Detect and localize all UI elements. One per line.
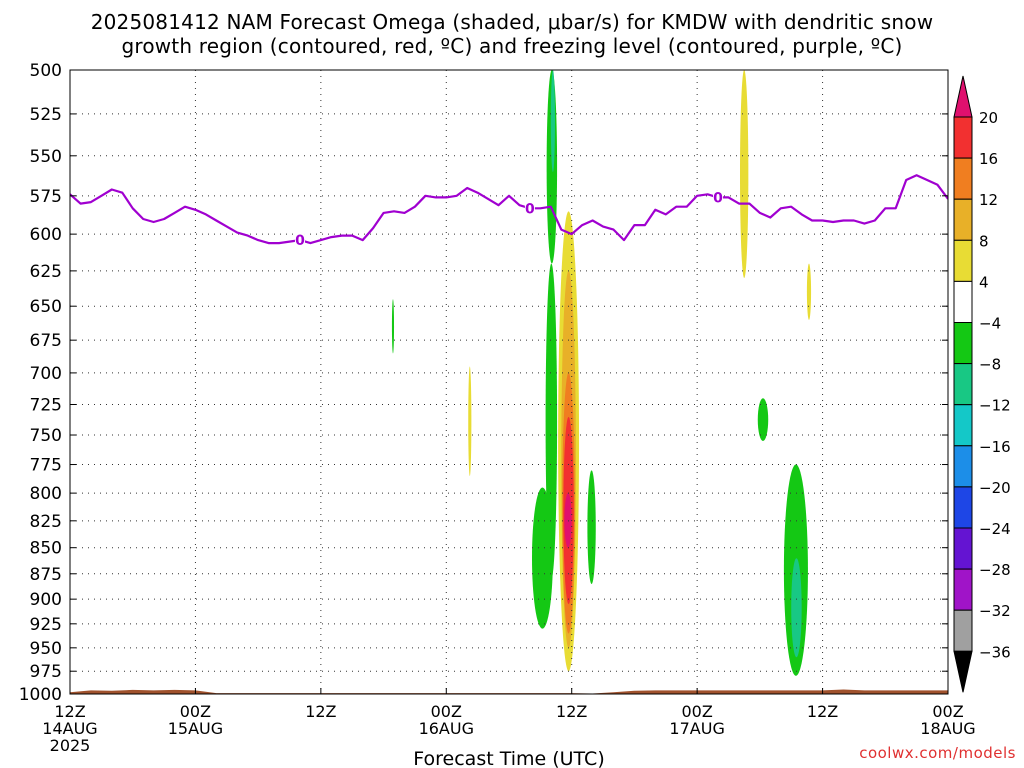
colorbar-label: −32 <box>979 602 1011 620</box>
freezing-level-label-bg <box>713 189 724 204</box>
terrain <box>70 689 948 694</box>
x-tick-label: 17AUG <box>669 719 724 738</box>
omega-region-3 <box>545 263 558 579</box>
x-tick-label: 15AUG <box>168 719 223 738</box>
colorbar-label: 4 <box>979 273 989 291</box>
x-tick-label: 12Z <box>54 702 85 721</box>
omega-region-14 <box>468 366 472 477</box>
y-tick-label: 550 <box>30 147 62 167</box>
omega-region-1 <box>550 70 555 173</box>
omega-region-6 <box>757 398 769 441</box>
x-tick-label: 00Z <box>431 702 462 721</box>
credit-text: coolwx.com/models <box>859 744 1016 762</box>
y-tick-label: 575 <box>30 187 62 207</box>
y-axis: 500 525 550 575 600 625 650 675 700 725 750 775 800 8… <box>19 61 948 705</box>
y-tick-label: 950 <box>30 639 62 659</box>
colorbar: 20 16 12 8 4 −4 −8 −12 −16 −20 −24 −28 −32 −36 <box>953 75 1011 693</box>
freezing-level-label: 0 <box>713 190 723 206</box>
omega-region-16 <box>806 263 812 320</box>
x-tick-label: 2025 <box>50 736 91 755</box>
terrain-fill <box>70 689 948 694</box>
colorbar-label: 20 <box>979 109 998 127</box>
y-tick-label: 825 <box>30 512 62 532</box>
colorbar-label: −16 <box>979 438 1011 456</box>
colorbar-label: −28 <box>979 561 1011 579</box>
freezing-level-label: 0 <box>525 201 535 217</box>
colorbar-label: 8 <box>979 232 989 250</box>
colorbar-top-triangle <box>953 75 973 118</box>
y-tick-label: 675 <box>30 331 62 351</box>
freezing-level: 0 0 0 <box>70 174 948 249</box>
x-tick-label: 18AUG <box>920 719 975 738</box>
y-tick-label: 975 <box>30 662 62 682</box>
omega-region-5 <box>391 299 395 354</box>
colorbar-label: −4 <box>979 315 1001 333</box>
colorbar-label: −12 <box>979 397 1011 415</box>
x-tick-label: 12Z <box>305 702 336 721</box>
y-tick-label: 750 <box>30 426 62 446</box>
colorbar-swatch <box>953 322 973 365</box>
x-tick-label: 00Z <box>681 702 712 721</box>
colorbar-swatch <box>953 280 973 323</box>
chart-title: 2025081412 NAM Forecast Omega (shaded, μ… <box>90 10 934 34</box>
y-tick-label: 525 <box>30 105 62 125</box>
grid-lines <box>70 70 948 694</box>
chart-subtitle: growth region (contoured, red, ºC) and f… <box>121 34 903 58</box>
freezing-level-label-bg <box>294 232 305 247</box>
y-tick-label: 900 <box>30 590 62 610</box>
y-tick-label: 500 <box>30 61 62 81</box>
y-tick-label: 700 <box>30 364 62 384</box>
omega-region-4 <box>587 470 596 585</box>
freezing-level-label: 0 <box>295 233 305 249</box>
colorbar-swatch <box>953 239 973 282</box>
plot-frame <box>69 69 949 695</box>
colorbar-swatch <box>953 486 973 529</box>
y-tick-label: 925 <box>30 615 62 635</box>
x-axis-label: Forecast Time (UTC) <box>413 748 604 768</box>
colorbar-label: −36 <box>979 643 1011 661</box>
colorbar-swatch <box>953 198 973 241</box>
colorbar-swatch <box>953 116 973 159</box>
colorbar-label: −20 <box>979 479 1011 497</box>
freezing-level-line <box>70 174 948 245</box>
colorbar-swatch <box>953 363 973 406</box>
y-tick-label: 850 <box>30 539 62 559</box>
freezing-level-label-bg <box>524 200 535 215</box>
omega-region-8 <box>791 558 802 658</box>
colorbar-swatch <box>953 609 973 652</box>
colorbar-label: −24 <box>979 520 1011 538</box>
x-tick-label: 00Z <box>932 702 963 721</box>
y-tick-label: 1000 <box>19 685 62 705</box>
y-tick-label: 600 <box>30 225 62 245</box>
colorbar-swatch <box>953 445 973 488</box>
omega-shading <box>391 70 812 676</box>
colorbar-swatch <box>953 527 973 570</box>
colorbar-label: 16 <box>979 150 998 168</box>
x-tick-label: 12Z <box>556 702 587 721</box>
colorbar-label: 12 <box>979 191 998 209</box>
colorbar-swatch <box>953 404 973 447</box>
colorbar-swatch <box>953 157 973 200</box>
omega-region-15 <box>739 70 749 279</box>
colorbar-swatch <box>953 568 973 611</box>
y-tick-label: 725 <box>30 395 62 415</box>
y-tick-label: 625 <box>30 262 62 282</box>
y-tick-label: 875 <box>30 565 62 585</box>
x-tick-label: 00Z <box>180 702 211 721</box>
x-tick-label: 12Z <box>807 702 838 721</box>
y-tick-label: 650 <box>30 297 62 317</box>
y-tick-label: 800 <box>30 484 62 504</box>
x-tick-label: 16AUG <box>419 719 474 738</box>
x-tick-label: 14AUG <box>42 719 97 738</box>
colorbar-label: −8 <box>979 356 1001 374</box>
y-tick-label: 775 <box>30 456 62 476</box>
colorbar-bottom-triangle <box>953 650 973 693</box>
